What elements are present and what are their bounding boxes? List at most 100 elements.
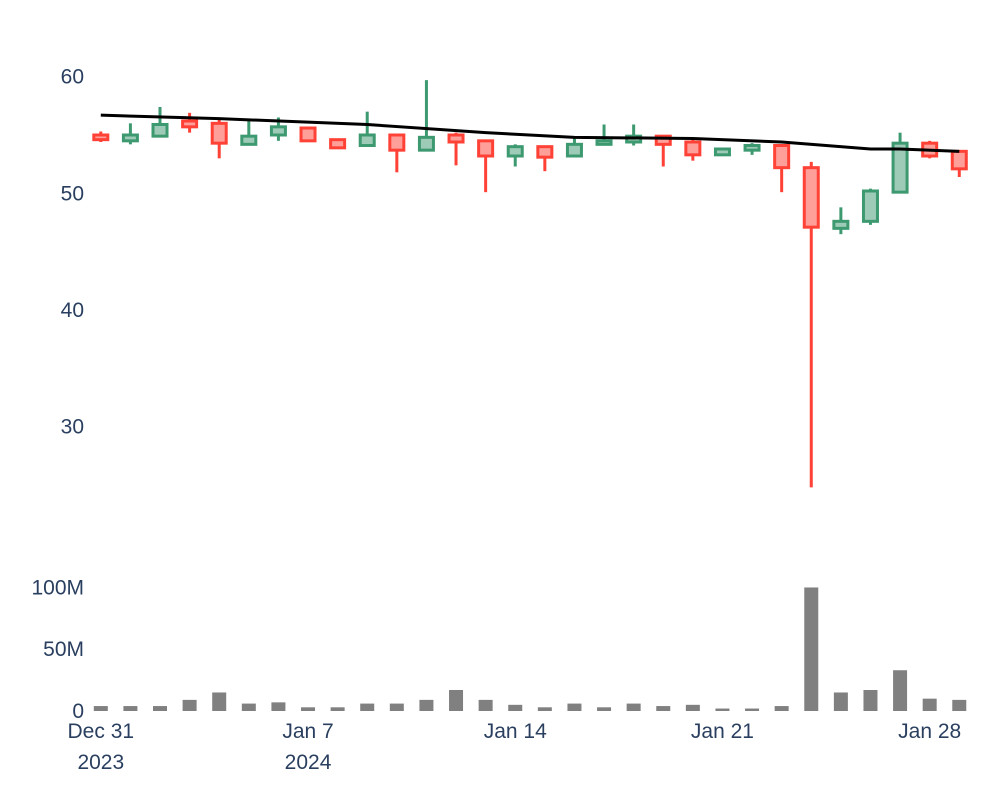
candle-body bbox=[269, 125, 287, 137]
volume-bar bbox=[212, 692, 227, 711]
candle-body bbox=[181, 119, 199, 129]
candle bbox=[891, 132, 909, 194]
volume-bar bbox=[537, 707, 552, 711]
x-tick-label: Jan 7 bbox=[282, 720, 333, 743]
volume-bar bbox=[389, 703, 404, 711]
candle bbox=[773, 144, 791, 193]
candle bbox=[240, 121, 258, 146]
candle bbox=[802, 161, 820, 488]
volume-tick-label: 100M bbox=[31, 576, 84, 599]
volume-bar bbox=[656, 706, 671, 711]
candle bbox=[447, 132, 465, 166]
volume-bar bbox=[478, 699, 493, 711]
candle-body bbox=[832, 219, 850, 230]
candle bbox=[358, 111, 376, 147]
candle bbox=[595, 124, 613, 146]
moving-average-line bbox=[100, 113, 960, 153]
candle-body bbox=[417, 135, 435, 152]
volume-bar bbox=[360, 703, 375, 711]
candle-body bbox=[536, 145, 554, 159]
candle-body bbox=[743, 144, 761, 152]
x-tick-label: Jan 28 bbox=[898, 720, 961, 743]
candle bbox=[654, 134, 672, 167]
x-axis-ticks: Dec 31 2023 Jan 7 2024 Jan 14 Jan 21 Jan 28 bbox=[68, 720, 962, 774]
price-tick-label: 60 bbox=[61, 66, 84, 89]
x-tick-year-label: 2023 bbox=[77, 751, 124, 774]
candle-body bbox=[950, 149, 968, 171]
volume-bar bbox=[863, 690, 878, 711]
price-tick-label: 50 bbox=[61, 182, 84, 205]
price-tick-label: 40 bbox=[61, 299, 84, 322]
x-tick-label: Dec 31 bbox=[68, 720, 135, 743]
volume-y-axis-ticks: 0 50M 100M bbox=[31, 576, 84, 723]
candle-body bbox=[713, 147, 731, 157]
x-tick-year-label: 2024 bbox=[285, 751, 332, 774]
candle bbox=[713, 147, 731, 157]
candle-body bbox=[773, 144, 791, 170]
volume-bars bbox=[93, 587, 967, 711]
candle bbox=[832, 207, 850, 235]
price-tick-label: 30 bbox=[61, 416, 84, 439]
candle bbox=[536, 145, 554, 172]
candle bbox=[477, 139, 495, 193]
candle bbox=[121, 123, 139, 145]
candle-body bbox=[388, 133, 406, 152]
volume-bar bbox=[567, 703, 582, 711]
candle-body bbox=[299, 126, 317, 143]
candle-body bbox=[802, 166, 820, 229]
candle bbox=[210, 117, 228, 159]
volume-bar bbox=[745, 708, 760, 711]
candle bbox=[388, 133, 406, 173]
volume-tick-label: 0 bbox=[72, 700, 84, 723]
volume-bar bbox=[301, 707, 316, 711]
candle bbox=[329, 138, 347, 150]
volume-bar bbox=[93, 706, 108, 711]
x-tick-label: Jan 14 bbox=[484, 720, 547, 743]
volume-bar bbox=[685, 704, 700, 711]
volume-bar bbox=[597, 707, 612, 711]
moving-average bbox=[100, 113, 960, 153]
volume-bar bbox=[893, 670, 908, 711]
volume-bar bbox=[952, 699, 967, 711]
candle bbox=[417, 80, 435, 152]
candle bbox=[92, 131, 110, 142]
candle bbox=[151, 107, 169, 138]
price-candles bbox=[92, 80, 968, 488]
candle-body bbox=[121, 133, 139, 143]
candle-body bbox=[477, 139, 495, 158]
volume-bar bbox=[715, 708, 730, 711]
candle-body bbox=[210, 121, 228, 145]
candle bbox=[684, 138, 702, 161]
volume-bar bbox=[508, 704, 523, 711]
candle-body bbox=[684, 140, 702, 157]
candle-body bbox=[565, 142, 583, 158]
candle bbox=[299, 126, 317, 143]
candle bbox=[506, 144, 524, 167]
volume-bar bbox=[182, 699, 197, 711]
volume-bar bbox=[922, 698, 937, 711]
price-y-axis-ticks: 30 40 50 60 bbox=[61, 66, 84, 439]
candle-body bbox=[654, 134, 672, 146]
volume-bar bbox=[271, 702, 286, 711]
candle-body bbox=[358, 133, 376, 147]
volume-bar bbox=[449, 690, 464, 711]
candle-body bbox=[447, 133, 465, 144]
volume-tick-label: 50M bbox=[43, 638, 84, 661]
candle bbox=[950, 149, 968, 177]
volume-bar bbox=[804, 587, 819, 711]
candle-body bbox=[595, 139, 613, 146]
candle bbox=[743, 143, 761, 155]
volume-bar bbox=[330, 707, 345, 711]
volume-bar bbox=[774, 706, 789, 711]
candle-body bbox=[329, 138, 347, 150]
candle-body bbox=[891, 141, 909, 194]
candle bbox=[565, 136, 583, 158]
candle bbox=[861, 188, 879, 225]
volume-bar bbox=[833, 692, 848, 711]
volume-bar bbox=[241, 703, 256, 711]
candle bbox=[181, 112, 199, 133]
candle-body bbox=[240, 134, 258, 146]
candle-body bbox=[506, 145, 524, 158]
x-tick-label: Jan 21 bbox=[691, 720, 754, 743]
